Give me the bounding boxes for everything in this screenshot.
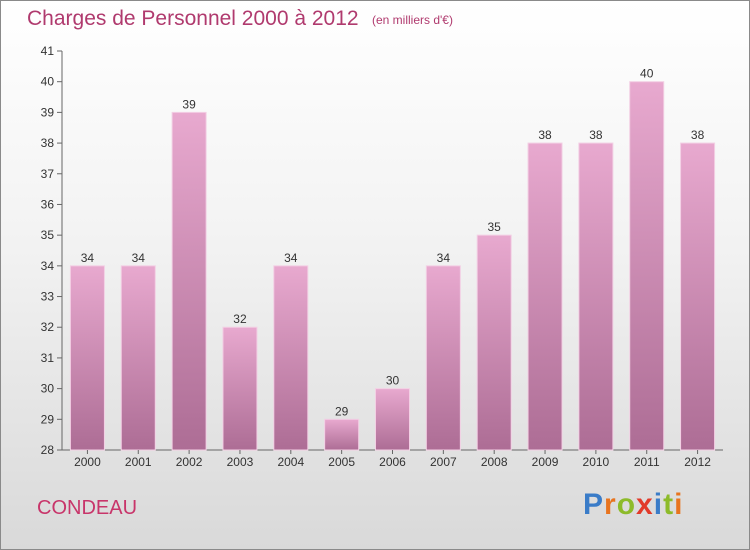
bar-value-label: 29 — [335, 404, 349, 418]
y-tick-label: 33 — [41, 290, 55, 304]
bar — [425, 265, 461, 451]
y-tick-label: 29 — [41, 412, 55, 426]
x-tick-label: 2003 — [227, 455, 254, 469]
logo-letter: i — [674, 488, 684, 521]
x-tick-label: 2006 — [379, 455, 406, 469]
bar-value-label: 34 — [284, 251, 298, 265]
bar — [324, 418, 360, 451]
x-tick-label: 2001 — [125, 455, 152, 469]
bar — [375, 388, 410, 451]
y-tick-label: 31 — [41, 351, 55, 365]
y-tick-label: 32 — [41, 320, 55, 334]
bar — [69, 265, 105, 451]
bar-value-label: 40 — [640, 67, 654, 81]
x-tick-label: 2000 — [74, 455, 101, 469]
bar — [629, 81, 665, 451]
chart-unit: (en milliers d'€) — [372, 13, 453, 27]
x-tick-label: 2002 — [176, 455, 203, 469]
y-tick-label: 34 — [41, 259, 55, 273]
y-tick-label: 38 — [41, 136, 55, 150]
bar — [680, 142, 716, 451]
x-tick-label: 2005 — [328, 455, 355, 469]
bar — [273, 265, 309, 451]
bar-value-label: 30 — [386, 374, 400, 388]
proxiti-logo: Proxiti — [583, 488, 683, 522]
chart-title: Charges de Personnel 2000 à 2012 — [27, 7, 359, 30]
commune-name: CONDEAU — [37, 497, 138, 519]
bar-value-label: 34 — [132, 251, 146, 265]
bar — [527, 142, 563, 451]
bar-value-label: 34 — [437, 251, 451, 265]
bar-value-label: 38 — [589, 128, 603, 142]
logo-letter: o — [616, 488, 637, 521]
y-tick-label: 30 — [41, 382, 55, 396]
y-tick-label: 28 — [41, 443, 55, 457]
bar-value-label: 39 — [182, 97, 196, 111]
bar-value-label: 38 — [691, 128, 705, 142]
y-tick-label: 41 — [41, 44, 55, 58]
y-tick-label: 40 — [41, 75, 55, 89]
logo-letter: x — [636, 488, 654, 521]
logo-letter: t — [663, 488, 675, 521]
x-tick-label: 2010 — [583, 455, 610, 469]
x-tick-label: 2007 — [430, 455, 457, 469]
bar — [171, 111, 207, 451]
y-tick-label: 35 — [41, 228, 55, 242]
bar — [476, 234, 512, 451]
y-tick-label: 36 — [41, 197, 55, 211]
logo-letter: i — [653, 488, 664, 521]
x-tick-label: 2008 — [481, 455, 508, 469]
x-tick-label: 2012 — [684, 455, 711, 469]
bar — [120, 265, 156, 451]
bar-value-label: 34 — [81, 251, 95, 265]
logo-letter: P — [583, 488, 605, 521]
x-tick-label: 2004 — [277, 455, 304, 469]
bar-value-label: 35 — [488, 220, 502, 234]
x-tick-label: 2009 — [532, 455, 559, 469]
bar-value-label: 38 — [538, 128, 552, 142]
bar — [578, 142, 614, 451]
logo-letter: r — [604, 488, 617, 521]
y-tick-label: 37 — [41, 167, 55, 181]
x-tick-label: 2011 — [634, 455, 660, 469]
y-tick-label: 39 — [41, 105, 55, 119]
bar — [222, 326, 258, 451]
bar-value-label: 32 — [233, 312, 247, 326]
